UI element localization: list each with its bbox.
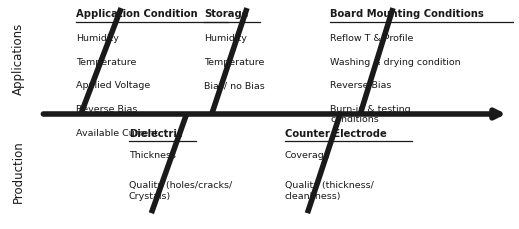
Text: Reverse Bias: Reverse Bias (330, 81, 391, 90)
Text: Burn-in & testing
conditions: Burn-in & testing conditions (330, 104, 411, 124)
Text: Counter Electrode: Counter Electrode (285, 128, 387, 138)
Text: Production: Production (11, 139, 24, 202)
Text: Temperature: Temperature (204, 57, 265, 66)
Text: Coverage: Coverage (285, 150, 331, 159)
Text: Humidity: Humidity (76, 34, 119, 43)
Text: Application Condition: Application Condition (76, 9, 197, 19)
Text: Available Current: Available Current (76, 128, 158, 137)
Text: Washing & drying condition: Washing & drying condition (330, 57, 461, 66)
Text: Quality (holes/cracks/
Crystals): Quality (holes/cracks/ Crystals) (129, 181, 232, 200)
Text: Applications: Applications (11, 22, 24, 94)
Text: Storage: Storage (204, 9, 249, 19)
Text: Humidity: Humidity (204, 34, 247, 43)
Text: Quality (thickness/
cleanliness): Quality (thickness/ cleanliness) (285, 181, 374, 200)
Text: Reflow T & Profile: Reflow T & Profile (330, 34, 414, 43)
Text: Bias/ no Bias: Bias/ no Bias (204, 81, 265, 90)
Text: Reverse Bias: Reverse Bias (76, 104, 137, 113)
Text: Temperature: Temperature (76, 57, 136, 66)
Text: Dielectric: Dielectric (129, 128, 183, 138)
Text: Thickness: Thickness (129, 150, 176, 159)
Text: Board Mounting Conditions: Board Mounting Conditions (330, 9, 484, 19)
Text: Applied Voltage: Applied Voltage (76, 81, 150, 90)
